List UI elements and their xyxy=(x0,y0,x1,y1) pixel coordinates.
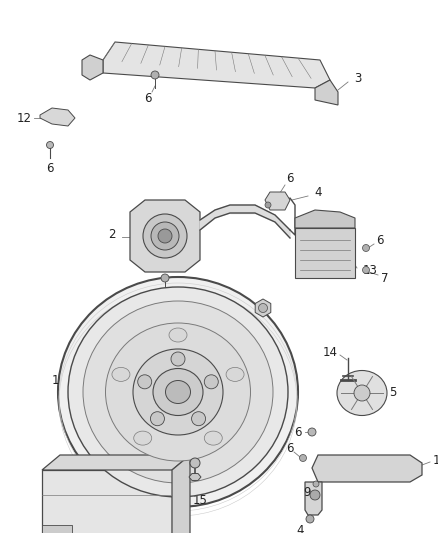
Ellipse shape xyxy=(133,349,223,435)
Circle shape xyxy=(308,428,316,436)
Polygon shape xyxy=(315,80,338,105)
Text: 10: 10 xyxy=(236,301,251,313)
Text: 9: 9 xyxy=(303,487,311,499)
Text: 5: 5 xyxy=(389,386,397,400)
Text: 6: 6 xyxy=(161,296,169,310)
Ellipse shape xyxy=(58,277,298,507)
Ellipse shape xyxy=(226,367,244,382)
Circle shape xyxy=(310,490,320,500)
Circle shape xyxy=(300,455,307,462)
Ellipse shape xyxy=(166,381,191,403)
Circle shape xyxy=(143,214,187,258)
Circle shape xyxy=(265,202,271,208)
Ellipse shape xyxy=(83,301,273,483)
Polygon shape xyxy=(275,215,290,238)
Circle shape xyxy=(313,481,319,487)
Text: 4: 4 xyxy=(296,523,304,533)
Circle shape xyxy=(306,515,314,523)
Polygon shape xyxy=(172,455,190,533)
Polygon shape xyxy=(305,482,322,515)
Polygon shape xyxy=(42,455,190,470)
Ellipse shape xyxy=(169,328,187,342)
Text: 8: 8 xyxy=(111,308,119,320)
Polygon shape xyxy=(42,470,172,533)
Polygon shape xyxy=(295,228,355,278)
Text: 2: 2 xyxy=(108,229,116,241)
Ellipse shape xyxy=(337,370,387,416)
Text: 6: 6 xyxy=(294,425,302,439)
Polygon shape xyxy=(189,473,201,480)
Circle shape xyxy=(171,352,185,366)
Polygon shape xyxy=(215,205,230,218)
Polygon shape xyxy=(255,205,275,222)
Polygon shape xyxy=(312,455,422,482)
Polygon shape xyxy=(295,210,355,228)
Circle shape xyxy=(151,71,159,79)
Text: 4: 4 xyxy=(314,187,322,199)
Circle shape xyxy=(258,303,268,312)
Text: 13: 13 xyxy=(363,263,378,277)
Text: 6: 6 xyxy=(376,233,384,246)
Ellipse shape xyxy=(153,368,203,416)
Circle shape xyxy=(161,274,169,282)
Text: 7: 7 xyxy=(381,271,389,285)
Text: 14: 14 xyxy=(322,345,338,359)
Polygon shape xyxy=(230,205,255,213)
Polygon shape xyxy=(40,108,75,126)
Polygon shape xyxy=(200,210,215,230)
Circle shape xyxy=(158,229,172,243)
Circle shape xyxy=(150,411,164,426)
Ellipse shape xyxy=(134,302,192,324)
Circle shape xyxy=(46,141,53,149)
Ellipse shape xyxy=(106,323,251,461)
Circle shape xyxy=(138,375,152,389)
Circle shape xyxy=(204,375,218,389)
Ellipse shape xyxy=(112,367,130,382)
Polygon shape xyxy=(82,55,103,80)
Polygon shape xyxy=(265,192,290,210)
Circle shape xyxy=(363,245,370,252)
Circle shape xyxy=(363,266,370,273)
Text: 6: 6 xyxy=(286,172,294,184)
Circle shape xyxy=(354,385,370,401)
Polygon shape xyxy=(42,525,72,533)
Text: 12: 12 xyxy=(17,111,32,125)
Polygon shape xyxy=(130,200,200,272)
Text: 3: 3 xyxy=(354,71,362,85)
Ellipse shape xyxy=(68,287,288,497)
Circle shape xyxy=(190,458,200,468)
Text: 1: 1 xyxy=(51,374,59,386)
Circle shape xyxy=(191,411,205,426)
Text: 9: 9 xyxy=(211,466,219,480)
Text: 6: 6 xyxy=(144,92,152,104)
Polygon shape xyxy=(103,42,330,88)
Text: 11: 11 xyxy=(432,454,438,466)
Ellipse shape xyxy=(204,431,222,445)
Ellipse shape xyxy=(148,308,178,319)
Text: 6: 6 xyxy=(286,441,294,455)
Text: 15: 15 xyxy=(193,494,208,506)
Polygon shape xyxy=(255,299,271,317)
Ellipse shape xyxy=(134,431,152,445)
Circle shape xyxy=(151,222,179,250)
Text: 6: 6 xyxy=(46,161,54,174)
